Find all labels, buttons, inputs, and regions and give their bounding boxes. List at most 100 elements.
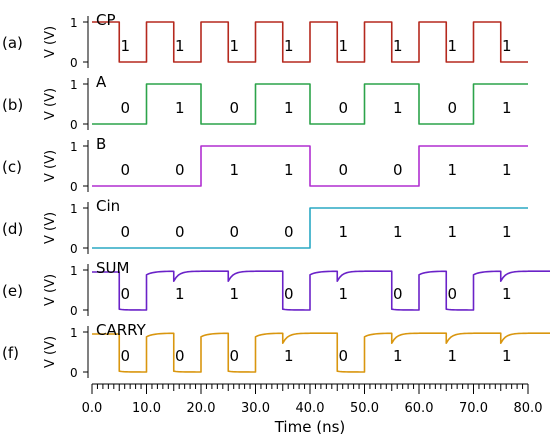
y-axis-label: V (V) — [43, 336, 58, 368]
bit-label: 1 — [393, 99, 403, 117]
signal-label: A — [96, 73, 107, 91]
signal-label: CP — [96, 11, 116, 29]
bit-label: 0 — [120, 285, 130, 303]
bit-label: 0 — [447, 99, 457, 117]
bit-label: 1 — [338, 37, 348, 55]
y-axis-label: V (V) — [43, 212, 58, 244]
y-axis-label: V (V) — [43, 26, 58, 58]
signal-label: CARRY — [96, 321, 147, 339]
bit-label: 0 — [120, 223, 130, 241]
bit-label: 0 — [120, 347, 130, 365]
panel-label: (f) — [2, 344, 19, 362]
x-tick-label: 0.0 — [82, 401, 103, 416]
bit-label: 1 — [284, 161, 294, 179]
signal-label: SUM — [96, 259, 129, 277]
y-tick-label: 0 — [70, 242, 78, 256]
y-axis-label: V (V) — [43, 274, 58, 306]
series-line-sum — [92, 270, 550, 311]
bit-label: 0 — [229, 99, 239, 117]
y-tick-label: 0 — [70, 304, 78, 318]
bit-label: 1 — [120, 37, 130, 55]
panel-e: (e) V (V) 1 0 SUM 0 1 1 0 1 0 0 1 — [2, 259, 550, 318]
bit-label: 1 — [338, 223, 348, 241]
bit-label: 1 — [502, 37, 512, 55]
bit-label: 1 — [393, 347, 403, 365]
bit-label: 0 — [120, 161, 130, 179]
bit-label: 0 — [338, 347, 348, 365]
x-axis-label: Time (ns) — [274, 418, 346, 436]
y-tick-label: 1 — [70, 16, 78, 30]
bit-label: 1 — [502, 223, 512, 241]
y-tick-label: 1 — [70, 78, 78, 92]
bit-label: 1 — [502, 161, 512, 179]
y-tick-label: 0 — [70, 366, 78, 380]
bit-label: 1 — [447, 223, 457, 241]
panel-label: (b) — [2, 96, 23, 114]
bit-label: 1 — [393, 37, 403, 55]
y-tick-label: 1 — [70, 140, 78, 154]
bit-label: 0 — [284, 285, 294, 303]
x-tick-label: 60.0 — [405, 401, 434, 416]
bit-label: 0 — [338, 99, 348, 117]
bit-label: 0 — [393, 161, 403, 179]
bit-label: 1 — [175, 37, 185, 55]
bit-label: 1 — [284, 99, 294, 117]
bit-label: 1 — [502, 347, 512, 365]
signal-label: B — [96, 135, 106, 153]
bit-label: 0 — [284, 223, 294, 241]
bit-label: 0 — [229, 223, 239, 241]
x-tick-label: 10.0 — [132, 401, 161, 416]
bit-label: 0 — [175, 161, 185, 179]
x-tick-label: 50.0 — [350, 401, 379, 416]
bit-label: 1 — [175, 285, 185, 303]
x-tick-label: 40.0 — [296, 401, 325, 416]
bit-label: 1 — [447, 37, 457, 55]
bit-label: 0 — [447, 285, 457, 303]
bit-label: 1 — [393, 223, 403, 241]
series-line-cp — [92, 21, 528, 63]
x-tick-label: 30.0 — [241, 401, 270, 416]
bit-label: 0 — [120, 99, 130, 117]
panel-label: (e) — [2, 282, 23, 300]
y-tick-label: 0 — [70, 180, 78, 194]
y-tick-label: 0 — [70, 56, 78, 70]
series-line-a — [92, 83, 528, 125]
y-axis-label: V (V) — [43, 88, 58, 120]
signal-label: Cin — [96, 197, 120, 215]
y-axis-label: V (V) — [43, 150, 58, 182]
bit-label: 0 — [338, 161, 348, 179]
bit-label: 1 — [175, 99, 185, 117]
series-line-cin — [92, 207, 528, 249]
y-tick-label: 1 — [70, 202, 78, 216]
y-tick-label: 1 — [70, 264, 78, 278]
y-tick-label: 1 — [70, 326, 78, 340]
x-axis: Time (ns) 0.0 10.0 20.0 30.0 40.0 50.0 60.0 70.… — [82, 383, 543, 436]
panel-f: (f) V (V) 1 0 CARRY 0 0 0 1 0 1 1 1 — [2, 321, 550, 380]
bit-label: 1 — [502, 99, 512, 117]
bit-label: 0 — [229, 347, 239, 365]
bit-label: 1 — [229, 285, 239, 303]
y-tick-label: 0 — [70, 118, 78, 132]
bit-label: 1 — [447, 161, 457, 179]
bit-label: 1 — [284, 37, 294, 55]
bit-label: 1 — [284, 347, 294, 365]
bit-label: 1 — [229, 161, 239, 179]
series-line-carry — [92, 332, 550, 373]
x-tick-label: 70.0 — [459, 401, 488, 416]
x-tick-label: 80.0 — [514, 401, 543, 416]
x-tick-label: 20.0 — [187, 401, 216, 416]
series-line-b — [92, 145, 528, 187]
panel-label: (d) — [2, 220, 23, 238]
bit-label: 0 — [393, 285, 403, 303]
bit-label: 1 — [502, 285, 512, 303]
bit-label: 1 — [338, 285, 348, 303]
bit-label: 1 — [447, 347, 457, 365]
panel-label: (a) — [2, 34, 23, 52]
bit-label: 1 — [229, 37, 239, 55]
